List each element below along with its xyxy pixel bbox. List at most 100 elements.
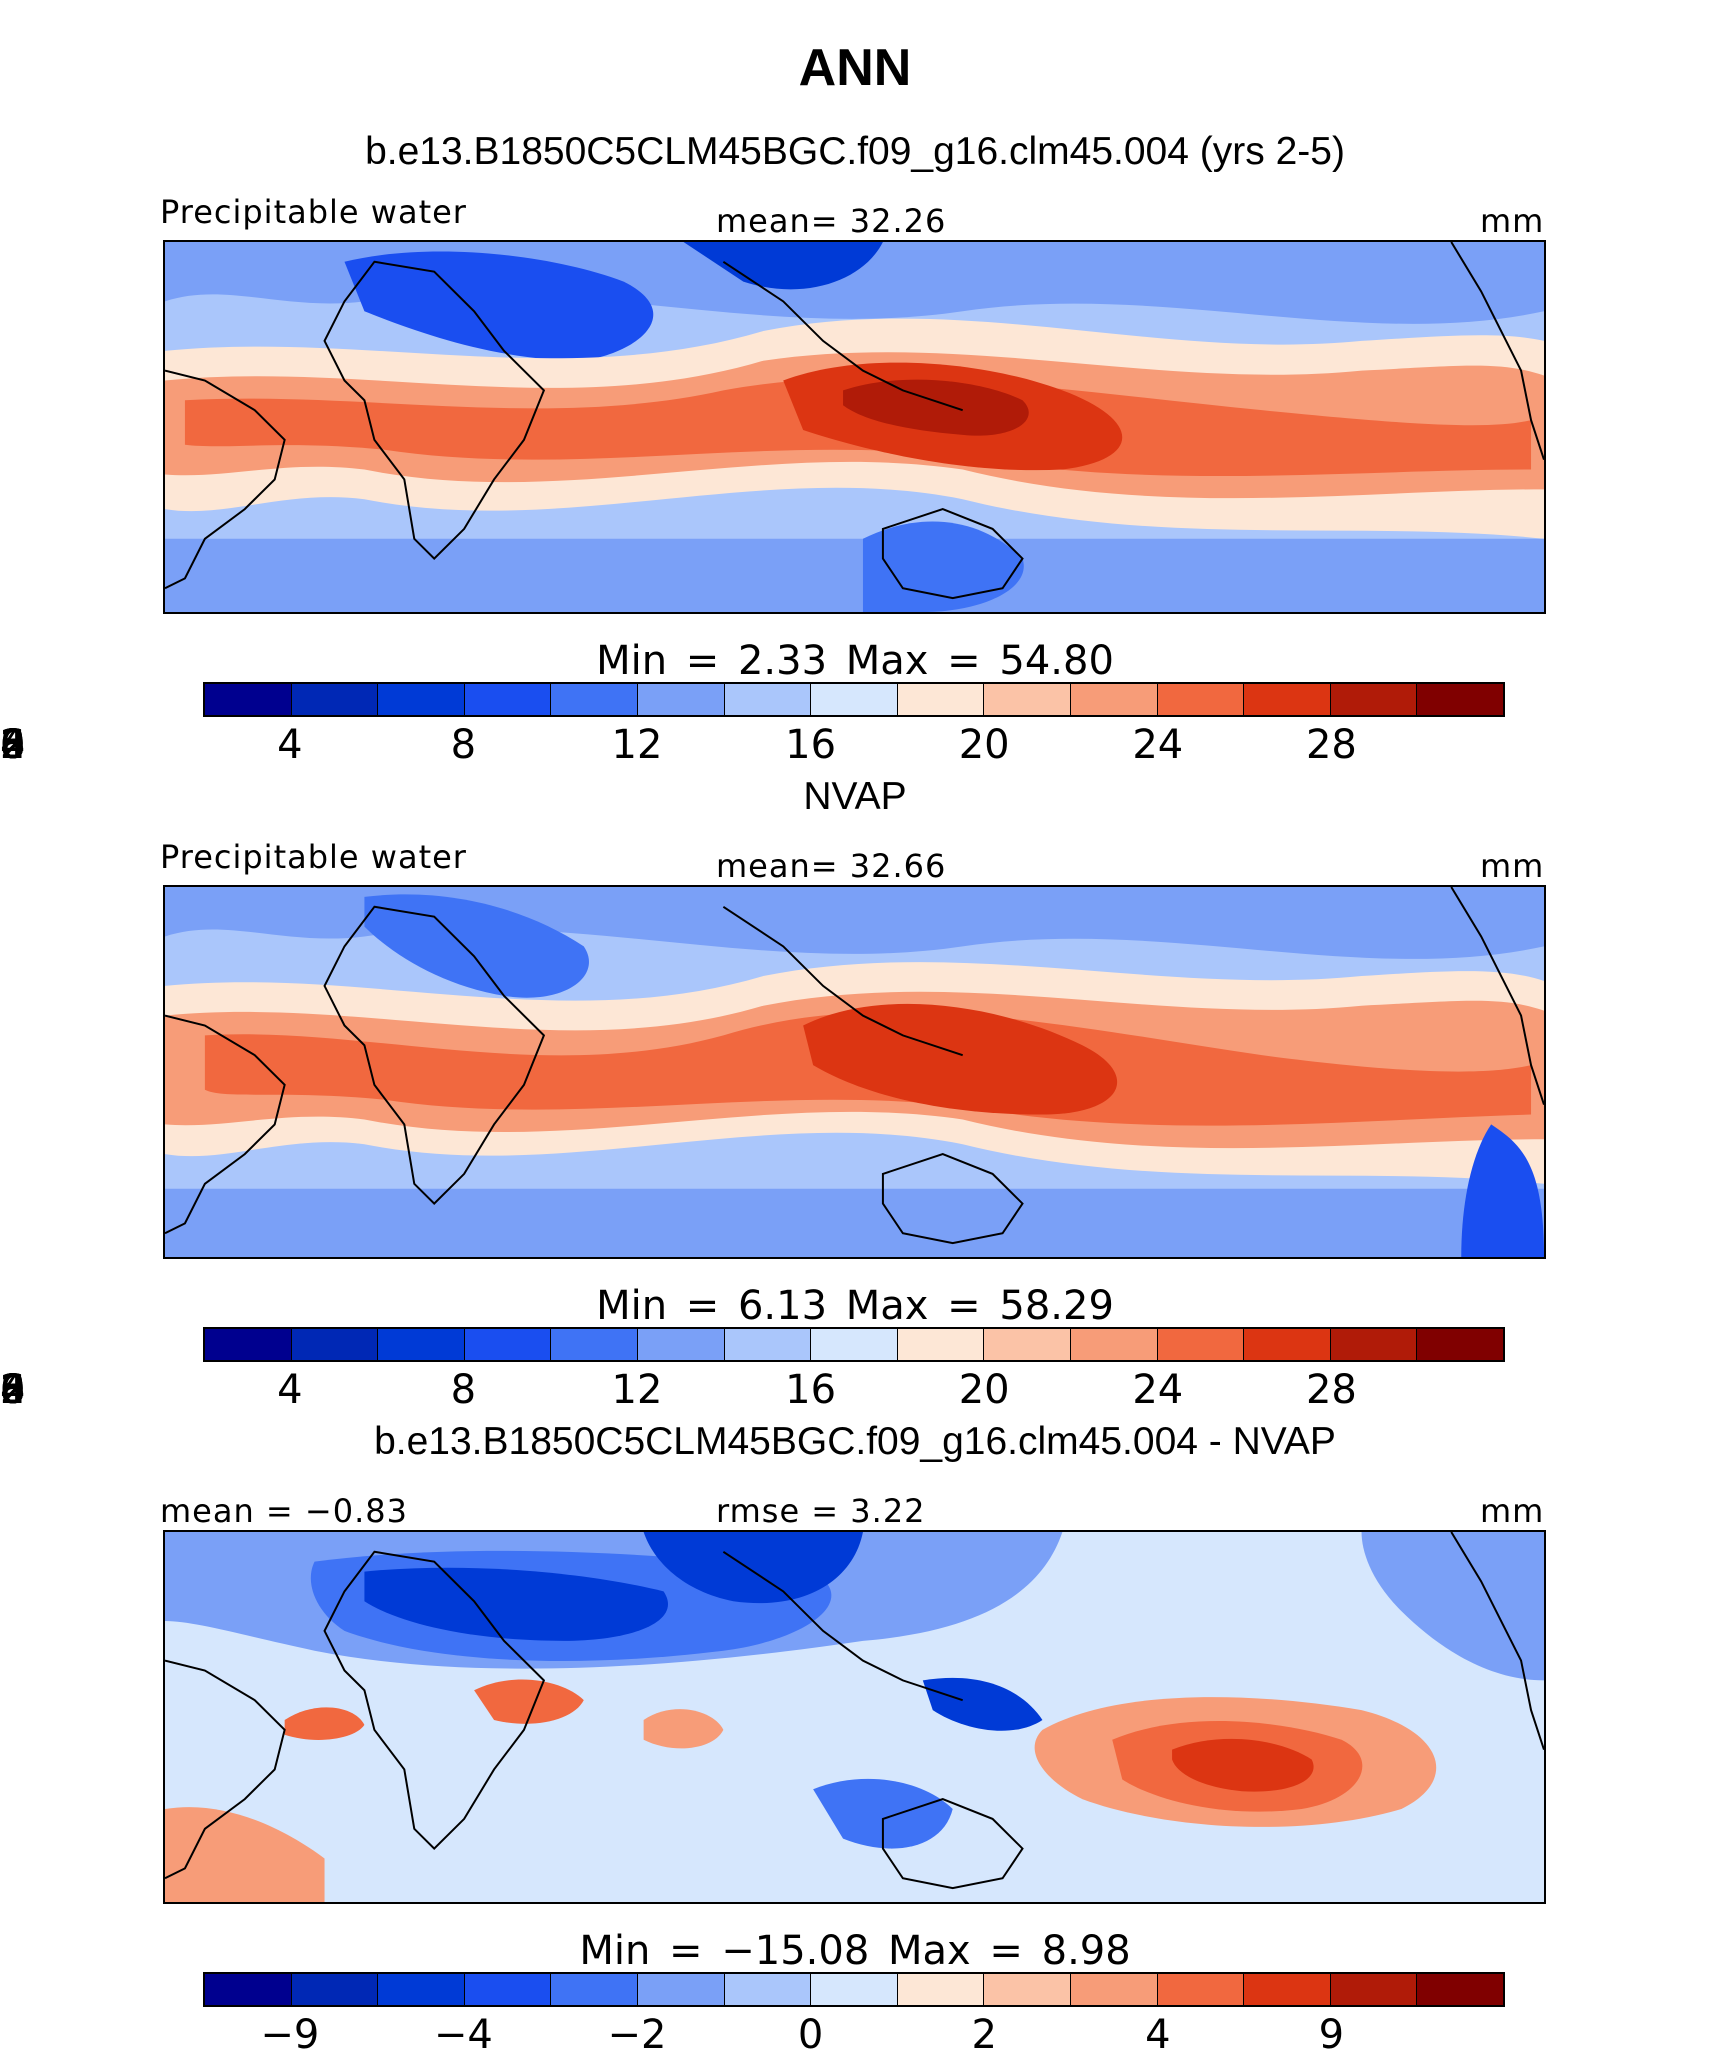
colorbar-swatch (464, 1974, 552, 2005)
colorbar-swatch (205, 1974, 292, 2005)
colorbar-tick-label: −2 (607, 2012, 667, 2058)
colorbar-swatch (637, 1329, 725, 1360)
colorbar-swatch (1070, 1329, 1158, 1360)
colorbar-swatch (1330, 684, 1418, 715)
colorbar-swatch (1157, 1974, 1245, 2005)
panel1-map-field (165, 242, 1544, 612)
panel3-map-field (165, 1532, 1544, 1902)
colorbar-swatch (464, 1329, 552, 1360)
colorbar-swatch (378, 1974, 465, 2005)
panel3-mean-label: mean = −0.83 (160, 1492, 408, 1530)
panel3-title: b.e13.B1850C5CLM45BGC.f09_g16.clm45.004 … (374, 1420, 1336, 1463)
colorbar-swatch (897, 1974, 985, 2005)
colorbar-tick-label: 24 (1132, 722, 1184, 768)
colorbar-swatch (1244, 1974, 1331, 2005)
colorbar-swatch (1417, 1974, 1503, 2005)
colorbar-swatch (291, 684, 379, 715)
colorbar-swatch (1330, 1974, 1418, 2005)
colorbar-tick-label: 36 (0, 1367, 26, 1413)
colorbar-swatch (551, 1974, 638, 2005)
panel2-units-label: mm (1480, 847, 1545, 885)
colorbar-tick-label: 20 (958, 1367, 1010, 1413)
colorbar-tick-label: 32 (0, 1367, 26, 1413)
panel3-units-label: mm (1480, 1492, 1545, 1530)
colorbar-tick-label: 4 (1145, 2012, 1171, 2058)
panel3-minmax: Min = −15.08 Max = 8.98 (579, 1928, 1131, 1974)
colorbar-tick-label: 16 (785, 722, 837, 768)
colorbar-swatch (551, 684, 638, 715)
colorbar-swatch (984, 1329, 1071, 1360)
colorbar-swatch (811, 1329, 898, 1360)
main-title: ANN (798, 39, 912, 97)
colorbar-tick-label: 4 (277, 1367, 303, 1413)
colorbar-swatch (1157, 1329, 1245, 1360)
colorbar-swatch (811, 1974, 898, 2005)
colorbar-swatch (1157, 684, 1245, 715)
panel2-mean-label: mean= 32.66 (716, 847, 947, 885)
colorbar-swatch (1070, 684, 1158, 715)
colorbar-tick-label: 9 (1318, 2012, 1345, 2058)
colorbar-swatch (637, 684, 725, 715)
colorbar-swatch (724, 684, 812, 715)
panel3-rmse-label: rmse = 3.22 (716, 1492, 926, 1530)
panel1-mean-label: mean= 32.26 (716, 202, 947, 240)
colorbar-swatch (378, 1329, 465, 1360)
colorbar-tick-label: 20 (958, 722, 1010, 768)
colorbar-tick-label: −9 (260, 2012, 320, 2058)
panel2-title: NVAP (803, 775, 907, 818)
colorbar-tick-label: 48 (0, 1367, 26, 1413)
colorbar-tick-label: 52 (0, 722, 26, 768)
colorbar-tick-label: 60 (0, 1367, 26, 1413)
colorbar-tick-label: 8 (450, 722, 477, 768)
panel1-variable-label: Precipitable water (160, 193, 467, 231)
panel1-minmax: Min = 2.33 Max = 54.80 (596, 638, 1114, 684)
colorbar-swatch (897, 1329, 985, 1360)
colorbar-swatch (1244, 1329, 1331, 1360)
panel2-map-field (165, 887, 1544, 1257)
colorbar-tick-label: 48 (0, 722, 26, 768)
colorbar-swatch (724, 1329, 812, 1360)
colorbar-tick-label: 56 (0, 722, 26, 768)
colorbar-tick-label: 16 (785, 1367, 837, 1413)
colorbar-tick-label: 12 (611, 722, 663, 768)
colorbar-tick-label: 60 (0, 722, 26, 768)
colorbar-tick-label: 28 (1305, 722, 1357, 768)
colorbar-swatch (984, 684, 1071, 715)
colorbar-tick-label: 24 (1132, 1367, 1184, 1413)
colorbar-swatch (897, 684, 985, 715)
colorbar-tick-label: 40 (0, 1367, 26, 1413)
colorbar-tick-label: 8 (450, 1367, 477, 1413)
colorbar-swatch (551, 1329, 638, 1360)
colorbar-swatch (205, 1329, 292, 1360)
colorbar-swatch (291, 1329, 379, 1360)
panel1-units-label: mm (1480, 202, 1545, 240)
colorbar-tick-label: 2 (971, 2012, 997, 2058)
colorbar-tick-label: 52 (0, 1367, 26, 1413)
colorbar-tick-label: 56 (0, 1367, 26, 1413)
colorbar-swatch (464, 684, 552, 715)
colorbar-tick-label: 12 (611, 1367, 663, 1413)
panel2-map (163, 885, 1546, 1259)
colorbar-swatch (1330, 1329, 1418, 1360)
colorbar-tick-label: 40 (0, 722, 26, 768)
colorbar-swatch (811, 684, 898, 715)
colorbar-swatch (1417, 684, 1503, 715)
panel1-map (163, 240, 1546, 614)
colorbar-swatch (378, 684, 465, 715)
colorbar-swatch (1417, 1329, 1503, 1360)
colorbar-tick-label: −4 (433, 2012, 493, 2058)
panel1-title: b.e13.B1850C5CLM45BGC.f09_g16.clm45.004 … (365, 130, 1345, 173)
colorbar-tick-label: 36 (0, 722, 26, 768)
panel3-colorbar (203, 1972, 1505, 2007)
colorbar-tick-label: 44 (0, 1367, 26, 1413)
panel3-map (163, 1530, 1546, 1904)
colorbar-swatch (984, 1974, 1071, 2005)
colorbar-swatch (1244, 684, 1331, 715)
panel2-minmax: Min = 6.13 Max = 58.29 (596, 1283, 1114, 1329)
panel1-colorbar (203, 682, 1505, 717)
colorbar-swatch (205, 684, 292, 715)
colorbar-tick-label: 0 (797, 2012, 824, 2058)
colorbar-swatch (637, 1974, 725, 2005)
colorbar-swatch (1070, 1974, 1158, 2005)
panel2-variable-label: Precipitable water (160, 838, 467, 876)
